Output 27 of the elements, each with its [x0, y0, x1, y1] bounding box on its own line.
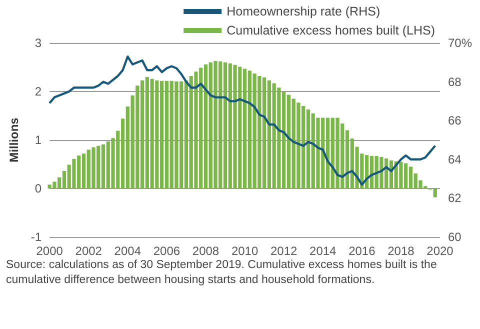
legend-label: Homeownership rate (RHS) — [226, 4, 380, 18]
source-note: Source: calculations as of 30 September 2019. Cumulative excess homes built is the cumulative difference between housing starts and household formations. — [6, 258, 438, 288]
line-series — [48, 55, 436, 186]
x-tick-label: 2016 — [348, 244, 376, 258]
y-tick-label: 0 — [34, 182, 42, 196]
y2-tick-label: 68 — [448, 74, 462, 89]
x-tick-label: 2004 — [114, 244, 142, 258]
x-tick-label: 2006 — [153, 244, 180, 258]
x-tick-label: 2010 — [231, 244, 258, 258]
y2-tick-label: 62 — [448, 191, 462, 206]
x-tick-label: 2002 — [75, 244, 102, 258]
y2-tick-label: 66 — [448, 114, 462, 128]
y-tick-label: 1 — [34, 133, 42, 147]
x-tick-label: 2000 — [36, 244, 64, 258]
y2-tick-label: 64 — [448, 152, 462, 166]
x-tick-label: 2014 — [310, 244, 337, 258]
y-tick-label: 2 — [34, 84, 42, 98]
y2-tick-label: 60 — [448, 230, 462, 244]
y-tick-label: -1 — [30, 230, 42, 244]
x-tick-label: 2020 — [426, 244, 454, 258]
legend-label: Cumulative excess homes built (LHS) — [226, 24, 436, 38]
x-tick-label: 2012 — [270, 244, 298, 258]
y-tick-label: 3 — [34, 36, 42, 50]
x-tick-label: 2008 — [192, 244, 220, 258]
y2-tick-label: 70% — [448, 36, 472, 50]
y-axis-title: Millions — [7, 117, 21, 162]
x-tick-label: 2018 — [388, 244, 415, 258]
